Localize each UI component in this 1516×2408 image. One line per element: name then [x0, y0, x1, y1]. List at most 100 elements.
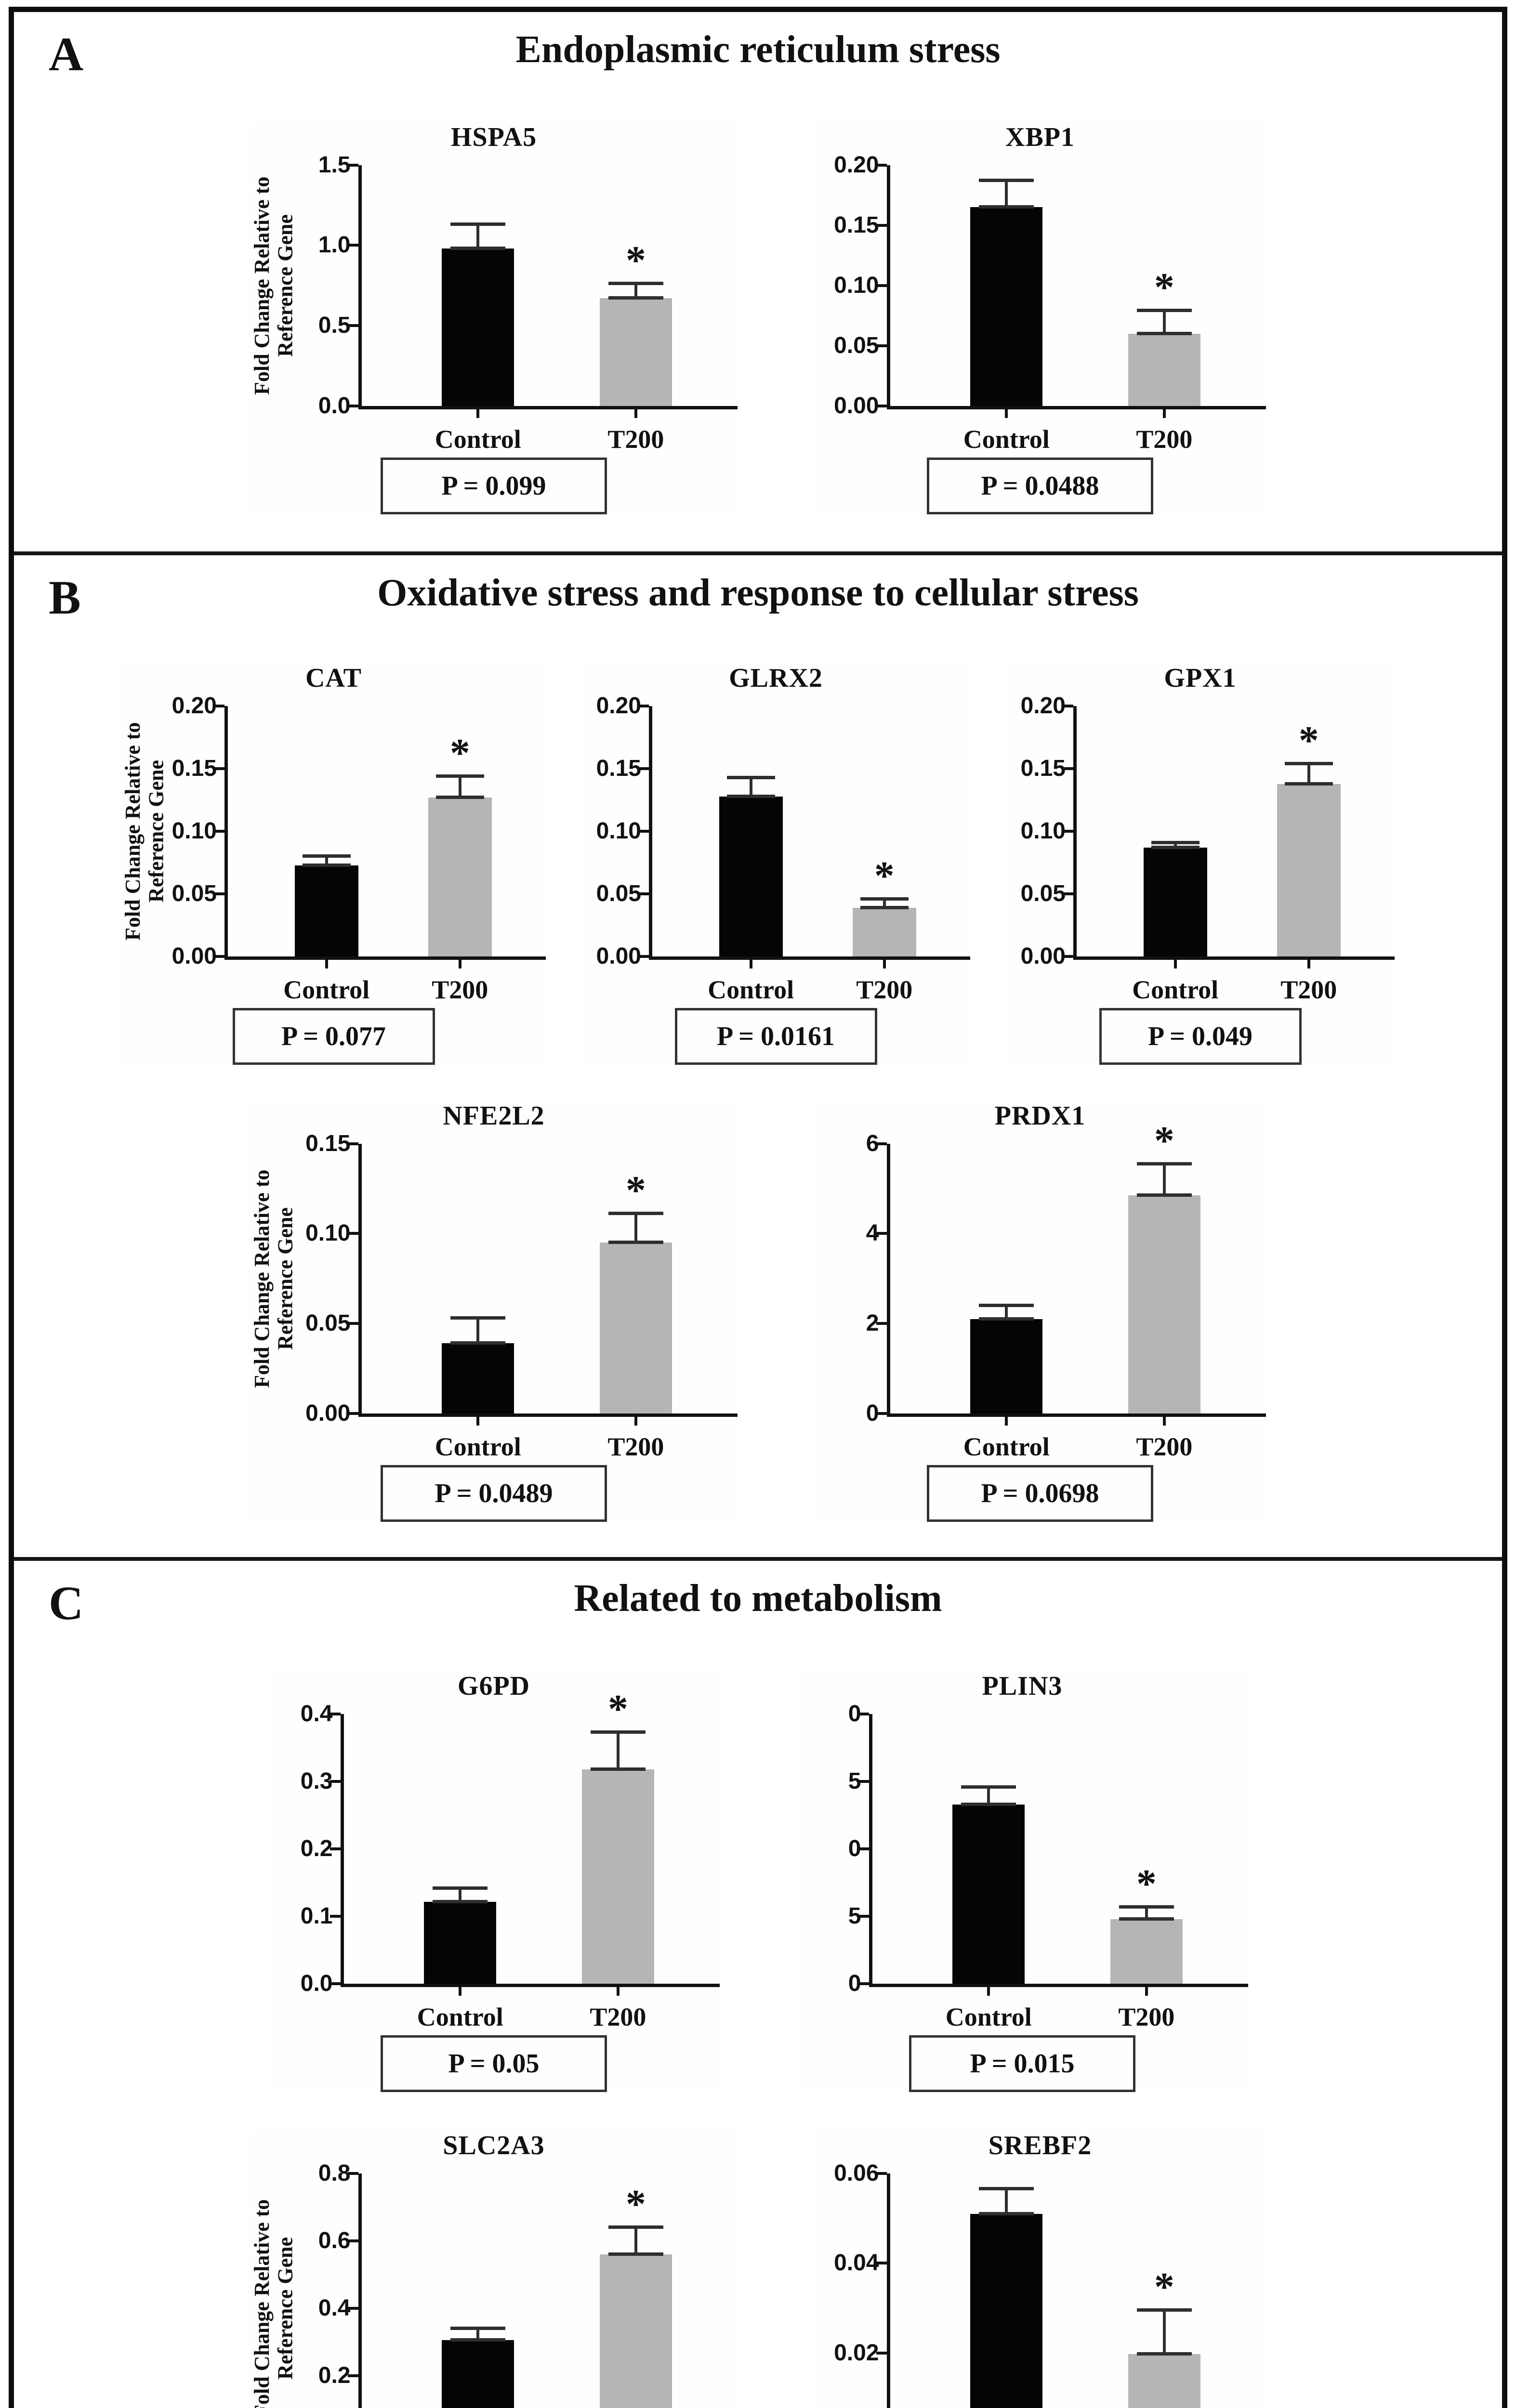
plot-area-slc2a3: Control*T200	[347, 2172, 738, 2408]
error-bar-cap-top	[608, 2225, 663, 2229]
y-tick-label: 0.05	[305, 1310, 351, 1336]
panel-a-charts: HSPA5 Fold Change Relative to Reference G…	[14, 84, 1502, 551]
x-category-label: T200	[590, 2002, 646, 2032]
error-bar-cap-top	[1119, 1905, 1174, 1909]
error-bar-cap-top	[1136, 2308, 1192, 2312]
y-axis-tick-labels: 0.20 0.15 0.10 0.05 0.00	[581, 694, 649, 969]
error-bar-cap-bottom	[979, 205, 1034, 209]
x-tick-mark	[883, 960, 886, 969]
y-tick-label: 0.20	[596, 693, 641, 719]
chart-row-a0: HSPA5 Fold Change Relative to Reference G…	[14, 121, 1502, 514]
y-tick-label: 0.6	[318, 2227, 351, 2253]
y-axis-tick-labels: 0.060.040.020.00	[815, 2160, 887, 2408]
y-tick-label: 0.05	[171, 881, 217, 907]
error-bar-stem	[476, 224, 480, 249]
error-bar-cap-top	[608, 1212, 663, 1216]
error-bar-stem	[458, 776, 461, 798]
significance-asterisk: *	[625, 238, 646, 283]
error-bar-cap-top	[450, 1316, 506, 1320]
y-tick-mark	[638, 892, 649, 896]
error-bar-stem	[883, 899, 886, 908]
error-bar-cap-bottom	[1136, 331, 1192, 335]
error-bar-cap-bottom	[961, 1802, 1016, 1806]
y-axis-tick-labels: 0.15 0.10 0.05 0.00	[286, 1131, 358, 1426]
y-tick-mark	[214, 767, 224, 771]
error-bar-cap-top	[979, 2187, 1034, 2191]
p-value-box-xbp1: P = 0.0488	[927, 457, 1153, 514]
x-tick-mark	[1162, 409, 1166, 418]
error-bar-cap-bottom	[433, 1899, 488, 1903]
x-category-label: T200	[607, 424, 664, 454]
treatment-bar	[1128, 1195, 1200, 1413]
error-bar-cap-top	[450, 222, 506, 226]
error-bar-stem	[1145, 1907, 1148, 1919]
y-tick-mark	[347, 404, 358, 407]
y-tick-mark	[638, 767, 649, 771]
error-bar-cap-bottom	[608, 296, 663, 300]
treatment-bar	[1110, 1919, 1183, 1984]
panel-a-letter: A	[49, 27, 84, 81]
x-tick-mark	[1162, 1416, 1166, 1426]
chart-title-hspa5: HSPA5	[450, 122, 537, 152]
error-bar-cap-top	[979, 179, 1034, 182]
y-tick-label: 0.5	[318, 312, 351, 338]
error-bar-stem	[987, 1787, 990, 1805]
error-bar-cap-bottom	[608, 2252, 663, 2256]
y-tick-label: 0.3	[300, 1768, 333, 1794]
significance-asterisk: *	[874, 853, 895, 898]
plot-zone-g6pd: 0.4 0.3 0.2 0.1 0.0 Control * T200	[268, 1689, 720, 2031]
y-tick-label: 0.20	[171, 693, 217, 719]
error-bar-cap-top	[608, 282, 663, 286]
chart-hspa5: HSPA5 Fold Change Relative to Reference G…	[250, 121, 738, 514]
x-category-label: Control	[1132, 975, 1219, 1005]
error-bar-cap-top	[433, 1886, 488, 1890]
plot-zone-gpx1: 0.20 0.15 0.10 0.05 0.00 Control * T200	[1006, 694, 1395, 1004]
y-tick-mark	[858, 1780, 869, 1783]
error-bar-stem	[476, 1318, 480, 1344]
plot-area-plin3: Control * T200	[858, 1713, 1248, 2031]
chart-title-srebf2: SREBF2	[988, 2130, 1092, 2160]
chart-title-xbp1: XBP1	[1005, 122, 1075, 152]
plot-zone-plin3: 0 5 0 5 0 Control * T200	[797, 1701, 1248, 2031]
y-tick-mark	[347, 2306, 358, 2310]
x-category-label: Control	[283, 975, 370, 1005]
error-bar-stem	[1162, 2310, 1166, 2354]
plot-area-cat: Control * T200	[214, 705, 546, 1004]
panel-b-title: Oxidative stress and response to cellula…	[377, 572, 1139, 614]
y-tick-mark	[347, 1142, 358, 1145]
significance-asterisk: *	[1136, 1861, 1157, 1906]
error-bar-cap-bottom	[1284, 782, 1333, 785]
y-axis-tick-labels: 0.20 0.15 0.10 0.05 0.00	[815, 152, 887, 418]
treatment-bar	[852, 907, 916, 957]
panel-c-charts: G6PD 0.4 0.3 0.2 0.1 0.0 Control * T200 P = 0.05 P…	[14, 1633, 1502, 2408]
significance-asterisk: *	[625, 1168, 646, 1213]
y-axis-tick-labels: 0.4 0.3 0.2 0.1 0.0	[268, 1701, 341, 1996]
y-tick-mark	[876, 1142, 887, 1145]
y-tick-label: 0.10	[1020, 818, 1066, 844]
plot-area-xbp1: Control * T200	[876, 163, 1266, 454]
y-tick-mark	[1063, 767, 1073, 771]
chart-prdx1: PRDX1 6 4 2 0 Control * T200 P = 0.0698	[814, 1100, 1266, 1522]
treatment-bar	[599, 2254, 672, 2408]
y-tick-label: 0.2	[300, 1836, 333, 1862]
significance-asterisk: *	[1154, 1118, 1174, 1163]
y-tick-mark	[876, 1412, 887, 1415]
y-tick-label: 1.5	[318, 152, 351, 178]
error-bar-cap-bottom	[608, 1241, 663, 1244]
error-bar-cap-top	[979, 1303, 1034, 1307]
treatment-bar	[581, 1769, 654, 1984]
error-bar-cap-bottom	[979, 1317, 1034, 1321]
chart-row-c0: G6PD 0.4 0.3 0.2 0.1 0.0 Control * T200 P = 0.05 P…	[14, 1671, 1502, 2093]
y-tick-label: 0.15	[171, 756, 217, 782]
x-tick-mark	[616, 1987, 620, 1996]
y-tick-mark	[1063, 830, 1073, 833]
y-tick-label: 0.20	[1020, 693, 1066, 719]
error-bar-cap-top	[1284, 761, 1333, 765]
y-tick-mark	[638, 830, 649, 833]
y-tick-mark	[330, 1847, 341, 1851]
x-tick-mark	[634, 409, 637, 418]
y-tick-mark	[1063, 892, 1073, 896]
error-bar-cap-bottom	[435, 796, 484, 799]
y-tick-mark	[876, 1322, 887, 1325]
